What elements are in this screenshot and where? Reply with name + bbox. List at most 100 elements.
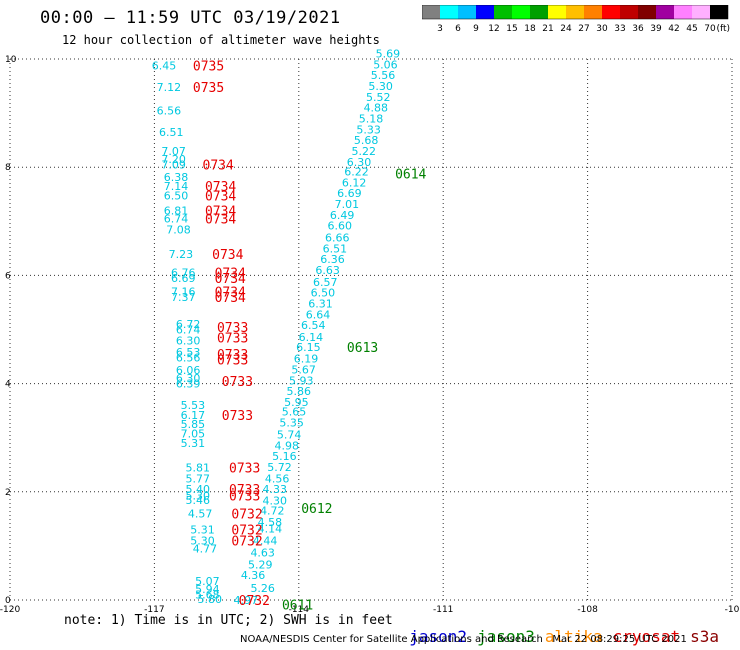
wave-height-label: 6.50 xyxy=(311,287,336,300)
wave-height-label: 4.88 xyxy=(364,102,389,115)
wave-height-label: 5.80 xyxy=(198,593,223,606)
x-tick-label: -120 xyxy=(0,605,20,615)
pass-time-label: 0734 xyxy=(215,291,246,306)
pass-time-label: 0733 xyxy=(217,321,248,336)
pass-time-label: 0734 xyxy=(215,286,246,301)
colorbar-tick-label: 24 xyxy=(560,24,572,34)
wave-height-label: 6.72 xyxy=(176,318,201,331)
wave-height-label: 7.14 xyxy=(164,180,189,193)
wave-height-label: 6.12 xyxy=(342,176,367,189)
wave-height-label: 7.05 xyxy=(181,427,206,440)
wave-height-label: 6.30 xyxy=(176,334,201,347)
legend-jason2: jason2 xyxy=(409,627,468,646)
wave-height-label: 6.51 xyxy=(323,242,348,255)
wave-height-label: 7.12 xyxy=(157,81,182,94)
wave-height-label: 5.07 xyxy=(195,575,220,588)
wave-height-label: 6.50 xyxy=(164,189,189,202)
wave-height-label: 6.74 xyxy=(176,324,201,337)
wave-height-label: 5.06 xyxy=(373,58,398,71)
wave-height-label: 6.69 xyxy=(337,187,362,200)
wave-height-label: 6.66 xyxy=(325,232,350,245)
colorbar-tick-label: 18 xyxy=(524,24,536,34)
legend-jason3: jason3 xyxy=(477,627,535,646)
wave-height-label: 5.86 xyxy=(287,385,312,398)
wave-height-label: 6.69 xyxy=(171,272,196,285)
colorbar-tick-label: 3 xyxy=(437,24,443,34)
wave-height-label: 5.30 xyxy=(368,80,393,93)
pass-time-label: 0733 xyxy=(217,332,248,347)
wave-height-label: 5.33 xyxy=(356,123,381,136)
wave-height-label: 5.68 xyxy=(354,134,379,147)
wave-height-label: 6.38 xyxy=(164,171,189,184)
pass-time-label: 0732 xyxy=(231,524,262,539)
pass-time-label: 0733 xyxy=(229,490,260,505)
x-tick-label: -111 xyxy=(433,605,453,615)
colorbar-swatch xyxy=(692,5,710,19)
pass-time-label: 0612 xyxy=(301,502,332,517)
colorbar-tick-label: 9 xyxy=(473,24,479,34)
wave-height-label: 7.20 xyxy=(161,153,186,166)
y-tick-label: 0 xyxy=(5,596,11,606)
wave-height-label: 4.33 xyxy=(262,483,287,496)
colorbar-tick-label: 6 xyxy=(455,24,461,34)
colorbar-tick-label: 15 xyxy=(506,24,517,34)
wave-height-label: 6.64 xyxy=(306,308,331,321)
legend-altika: altika xyxy=(544,627,603,646)
legend-cryosat: cryosat xyxy=(612,627,681,646)
y-tick-label: 8 xyxy=(5,163,11,173)
map-title: 00:00 – 11:59 UTC 03/19/2021 xyxy=(40,8,341,28)
wave-height-label: 4.30 xyxy=(262,494,287,507)
wave-height-label: 5.30 xyxy=(185,490,210,503)
wave-height-label: 7.08 xyxy=(166,223,191,236)
colorbar-tick-label: 39 xyxy=(650,24,662,34)
wave-height-label: 7.07 xyxy=(161,145,186,158)
colorbar-tick-label: 27 xyxy=(578,24,589,34)
wave-height-label: 6.22 xyxy=(344,166,369,179)
wave-height-label: 7.09 xyxy=(161,158,186,171)
colorbar-swatch xyxy=(476,5,494,19)
colorbar-unit: (ft) xyxy=(716,24,730,34)
wave-height-label: 6.49 xyxy=(330,209,355,222)
wave-height-label: 4.98 xyxy=(275,439,300,452)
colorbar-swatch xyxy=(548,5,566,19)
colorbar-swatch xyxy=(674,5,692,19)
wave-height-label: 5.29 xyxy=(248,558,273,571)
pass-time-label: 0734 xyxy=(205,204,236,219)
pass-time-label: 0732 xyxy=(231,507,262,522)
wave-height-label: 5.67 xyxy=(291,364,316,377)
colorbar-tick-label: 45 xyxy=(686,24,697,34)
wave-height-label: 5.72 xyxy=(267,461,292,474)
wave-height-label: 6.19 xyxy=(294,353,319,366)
y-tick-label: 4 xyxy=(5,380,11,390)
colorbar-frame xyxy=(422,5,729,20)
wave-height-label: 6.31 xyxy=(308,298,333,311)
wave-height-label: 4.97 xyxy=(234,594,259,607)
pass-time-label: 0733 xyxy=(229,461,260,476)
wave-height-label: 5.69 xyxy=(376,48,401,61)
pass-time-label: 0732 xyxy=(231,534,262,549)
pass-time-label: 0733 xyxy=(229,483,260,498)
wave-height-label: 6.30 xyxy=(347,156,372,169)
colorbar-swatch xyxy=(530,5,548,19)
wave-height-label: 7.01 xyxy=(335,198,360,211)
pass-time-label: 0735 xyxy=(193,81,224,96)
wave-height-label: 5.30 xyxy=(190,534,215,547)
wave-height-label: 4.36 xyxy=(241,569,266,582)
wave-height-label: 4.58 xyxy=(258,516,283,529)
wave-height-label: 7.23 xyxy=(169,248,194,261)
wave-height-label: 7.37 xyxy=(171,291,196,304)
x-tick-label: -10 xyxy=(725,605,740,615)
wave-height-label: 6.81 xyxy=(164,204,189,217)
wave-height-label: 6.76 xyxy=(171,267,196,280)
wave-height-label: 5.18 xyxy=(359,113,384,126)
pass-time-label: 0734 xyxy=(215,267,246,282)
colorbar-swatch xyxy=(422,5,440,19)
colorbar-swatch xyxy=(620,5,638,19)
colorbar-tick-label: 70 xyxy=(704,24,716,34)
wave-height-label: 5.22 xyxy=(352,145,377,158)
wave-height-label: 4.56 xyxy=(265,472,290,485)
wave-height-label: 6.15 xyxy=(296,341,321,354)
pass-time-label: 0733 xyxy=(222,375,253,390)
wave-height-label: 5.26 xyxy=(250,582,275,595)
pass-time-label: 0734 xyxy=(205,180,236,195)
